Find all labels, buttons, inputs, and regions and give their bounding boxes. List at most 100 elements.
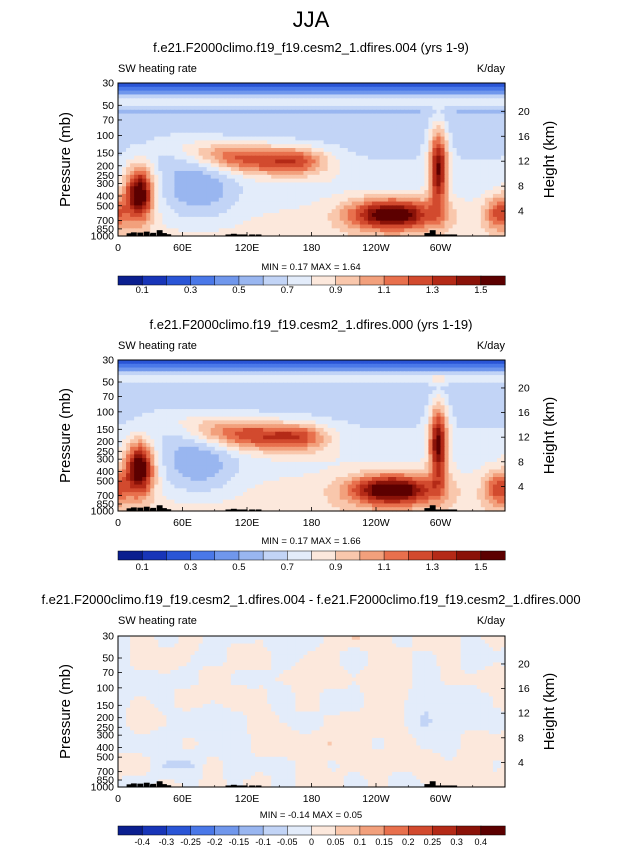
heatmap-cell [315, 98, 321, 103]
heatmap-cell [295, 140, 301, 145]
heatmap-cell [480, 201, 486, 206]
heatmap-cell [234, 209, 240, 214]
heatmap-cell [440, 213, 446, 218]
heatmap-cell [271, 109, 276, 115]
heatmap-cell [400, 105, 405, 111]
heatmap-cell [380, 382, 385, 388]
heatmap-cell [210, 117, 216, 122]
heatmap-cell [315, 205, 321, 210]
heatmap-cell [319, 375, 325, 380]
heatmap-cell [202, 125, 208, 130]
heatmap-cell [126, 178, 131, 184]
heatmap-cell [440, 83, 446, 88]
heatmap-cell [319, 148, 325, 153]
heatmap-cell [408, 86, 413, 92]
heatmap-cell [202, 117, 208, 122]
heatmap-cell [122, 83, 127, 88]
heatmap-cell [351, 148, 357, 153]
heatmap-cell [500, 159, 506, 164]
heatmap-cell [444, 397, 450, 403]
heatmap-cell [174, 390, 180, 395]
heatmap-cell [388, 167, 393, 172]
heatmap-cell [218, 378, 224, 384]
heatmap-cell [162, 132, 167, 138]
heatmap-cell [162, 86, 167, 92]
y2-tick-label: 12 [518, 156, 530, 168]
heatmap-cell [355, 220, 361, 226]
heatmap-cell [283, 220, 288, 226]
heatmap-cell [166, 190, 172, 195]
heatmap-cell [460, 128, 466, 134]
heatmap-cell [242, 109, 248, 115]
heatmap-cell [480, 182, 486, 187]
heatmap-cell [388, 159, 393, 164]
heatmap-cell [247, 371, 252, 376]
heatmap-cell [448, 148, 454, 153]
heatmap-cell [146, 113, 151, 119]
heatmap-cell [142, 382, 147, 388]
heatmap-cell [154, 186, 159, 191]
heatmap-cell [448, 367, 454, 372]
heatmap-cell [392, 378, 397, 384]
heatmap-cell [472, 174, 478, 180]
heatmap-cell [440, 205, 446, 210]
heatmap-cell [194, 360, 200, 365]
heatmap-cell [202, 390, 208, 395]
heatmap-cell [190, 375, 196, 380]
heatmap-cell [174, 159, 180, 164]
heatmap-cell [126, 117, 131, 122]
heatmap-cell [146, 121, 151, 126]
heatmap-cell [194, 186, 200, 191]
heatmap-cell [186, 367, 192, 372]
heatmap-cell [234, 121, 240, 126]
heatmap-cell [206, 216, 212, 222]
heatmap-cell [178, 90, 184, 96]
heatmap-cell [436, 167, 442, 172]
heatmap-cell [283, 132, 288, 138]
heatmap-cell [339, 94, 345, 99]
heatmap-cell [440, 393, 446, 399]
heatmap-cell [138, 159, 143, 164]
heatmap-cell [218, 209, 224, 214]
heatmap-cell [271, 228, 276, 233]
heatmap-cell [271, 382, 276, 388]
heatmap-cell [484, 216, 490, 222]
heatmap-cell [194, 90, 200, 96]
heatmap-cell [392, 163, 397, 168]
heatmap-cell [492, 367, 498, 372]
heatmap-cell [500, 390, 506, 395]
heatmap-cell [287, 367, 292, 372]
heatmap-cell [412, 132, 417, 138]
heatmap-cell [150, 125, 155, 130]
heatmap-cell [351, 140, 357, 145]
heatmap-cell [323, 371, 329, 376]
heatmap-cell [174, 371, 180, 376]
heatmap-cell [170, 360, 176, 365]
heatmap-cell [271, 148, 276, 153]
heatmap-cell [255, 86, 260, 92]
heatmap-cell [182, 209, 188, 214]
heatmap-cell [122, 378, 127, 384]
heatmap-cell [468, 201, 474, 206]
heatmap-cell [488, 216, 494, 222]
heatmap-cell [259, 83, 264, 88]
heatmap-cell [412, 144, 417, 149]
heatmap-cell [500, 117, 506, 122]
heatmap-cell [271, 105, 276, 111]
heatmap-cell [275, 125, 280, 130]
heatmap-cell [500, 382, 506, 388]
heatmap-cell [408, 363, 413, 369]
heatmap-cell [424, 128, 430, 134]
heatmap-cell [396, 105, 401, 111]
heatmap-cell [476, 94, 482, 99]
heatmap-cell [436, 83, 442, 88]
heatmap-cell [319, 94, 325, 99]
heatmap-cell [198, 213, 204, 218]
heatmap-cell [460, 393, 466, 399]
heatmap-cell [456, 98, 462, 103]
heatmap-cell [178, 371, 184, 376]
heatmap-cell [295, 213, 301, 218]
heatmap-cell [500, 220, 506, 226]
heatmap-cell [206, 159, 212, 164]
heatmap-cell [299, 197, 305, 203]
